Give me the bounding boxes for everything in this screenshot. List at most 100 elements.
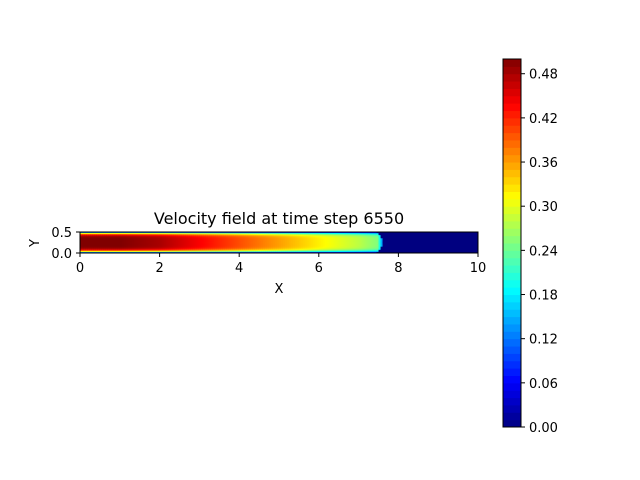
heatmap-cell	[125, 232, 129, 234]
heatmap-cell	[312, 232, 316, 234]
heatmap-cell	[227, 232, 230, 234]
heatmap-cell	[201, 251, 204, 253]
heatmap-cell	[117, 240, 121, 243]
heatmap-cell	[454, 238, 457, 240]
heatmap-cell	[151, 249, 155, 252]
heatmap-cell	[85, 241, 89, 244]
heatmap-cell	[336, 234, 340, 236]
heatmap-cell	[426, 248, 429, 251]
heatmap-cell	[181, 248, 185, 251]
heatmap-cell	[462, 240, 465, 243]
heatmap-cell	[197, 241, 200, 244]
heatmap-cell	[420, 238, 423, 240]
heatmap-cell	[332, 249, 336, 252]
heatmap-cell	[175, 240, 179, 243]
heatmap-cell	[223, 244, 226, 247]
heatmap-cell	[318, 239, 322, 241]
heatmap-cell	[191, 232, 195, 234]
heatmap-cell	[131, 246, 135, 249]
heatmap-cell	[308, 251, 312, 253]
heatmap-cell	[93, 243, 97, 246]
heatmap-cell	[117, 237, 121, 239]
heatmap-cell	[211, 239, 214, 241]
heatmap-cell	[342, 235, 346, 237]
heatmap-cell	[83, 241, 87, 244]
heatmap-cell	[153, 244, 157, 247]
heatmap-cell	[93, 237, 97, 239]
heatmap-cell	[143, 248, 147, 251]
heatmap-cell	[83, 238, 87, 240]
heatmap-cell	[476, 245, 478, 248]
heatmap-cell	[370, 241, 374, 244]
y-axis-label: Y	[28, 239, 43, 248]
heatmap-cell	[330, 246, 334, 249]
heatmap-cell	[187, 233, 191, 235]
heatmap-cell	[300, 239, 304, 241]
heatmap-cell	[308, 242, 312, 245]
heatmap-cell	[422, 237, 425, 239]
heatmap-cell	[340, 246, 344, 249]
heatmap-cell	[382, 247, 386, 250]
heatmap-cell	[87, 237, 91, 239]
heatmap-cell	[440, 232, 443, 234]
heatmap-cell	[169, 239, 173, 241]
heatmap-cell	[277, 243, 280, 246]
heatmap-cell	[448, 247, 451, 250]
heatmap-cell	[356, 243, 360, 246]
heatmap-cell	[402, 239, 405, 241]
heatmap-cell	[129, 251, 133, 253]
heatmap-cell	[179, 248, 183, 251]
heatmap-cell	[308, 232, 312, 234]
heatmap-cell	[282, 233, 286, 235]
heatmap-cell	[133, 233, 137, 235]
heatmap-cell	[193, 244, 197, 247]
heatmap-cell	[310, 236, 314, 238]
heatmap-cell	[263, 235, 266, 237]
heatmap-cell	[175, 239, 179, 241]
heatmap-cell	[398, 241, 401, 244]
heatmap-cell	[91, 233, 95, 235]
heatmap-cell	[107, 244, 111, 247]
colorbar-level	[503, 59, 521, 67]
heatmap-cell	[338, 240, 342, 243]
heatmap-cell	[253, 236, 256, 238]
x-tick-label: 4	[235, 261, 243, 276]
heatmap-cell	[123, 247, 127, 250]
heatmap-cell	[294, 249, 298, 252]
heatmap-cell	[187, 245, 191, 248]
heatmap-cell	[316, 237, 320, 239]
heatmap-cell	[402, 238, 405, 240]
heatmap-cell	[402, 247, 405, 250]
heatmap-cell	[127, 233, 131, 235]
heatmap-cell	[163, 247, 167, 250]
heatmap-cell	[332, 239, 336, 241]
heatmap-cell	[282, 244, 286, 247]
heatmap-cell	[358, 239, 362, 241]
heatmap-cell	[390, 235, 394, 237]
heatmap-cell	[80, 246, 83, 249]
heatmap-cell	[185, 246, 189, 249]
heatmap-cell	[80, 240, 83, 243]
heatmap-cell	[280, 243, 284, 246]
heatmap-cell	[336, 236, 340, 238]
heatmap-cell	[418, 250, 421, 253]
heatmap-cell	[215, 238, 218, 240]
heatmap-cell	[454, 233, 457, 235]
heatmap-cell	[402, 240, 405, 243]
heatmap-cell	[147, 233, 151, 235]
heatmap-cell	[420, 232, 423, 234]
heatmap-cell	[225, 235, 228, 237]
heatmap-cell	[231, 239, 234, 241]
heatmap-cell	[470, 233, 473, 235]
heatmap-cell	[263, 250, 266, 253]
heatmap-cell	[288, 247, 292, 250]
heatmap-cell	[209, 240, 212, 243]
heatmap-cell	[414, 250, 417, 253]
heatmap-cell	[95, 238, 99, 240]
heatmap-cell	[352, 250, 356, 253]
heatmap-cell	[117, 239, 121, 241]
heatmap-cell	[81, 242, 85, 245]
heatmap-cell	[312, 236, 316, 238]
heatmap-cell	[474, 251, 477, 253]
heatmap-cell	[398, 250, 401, 253]
